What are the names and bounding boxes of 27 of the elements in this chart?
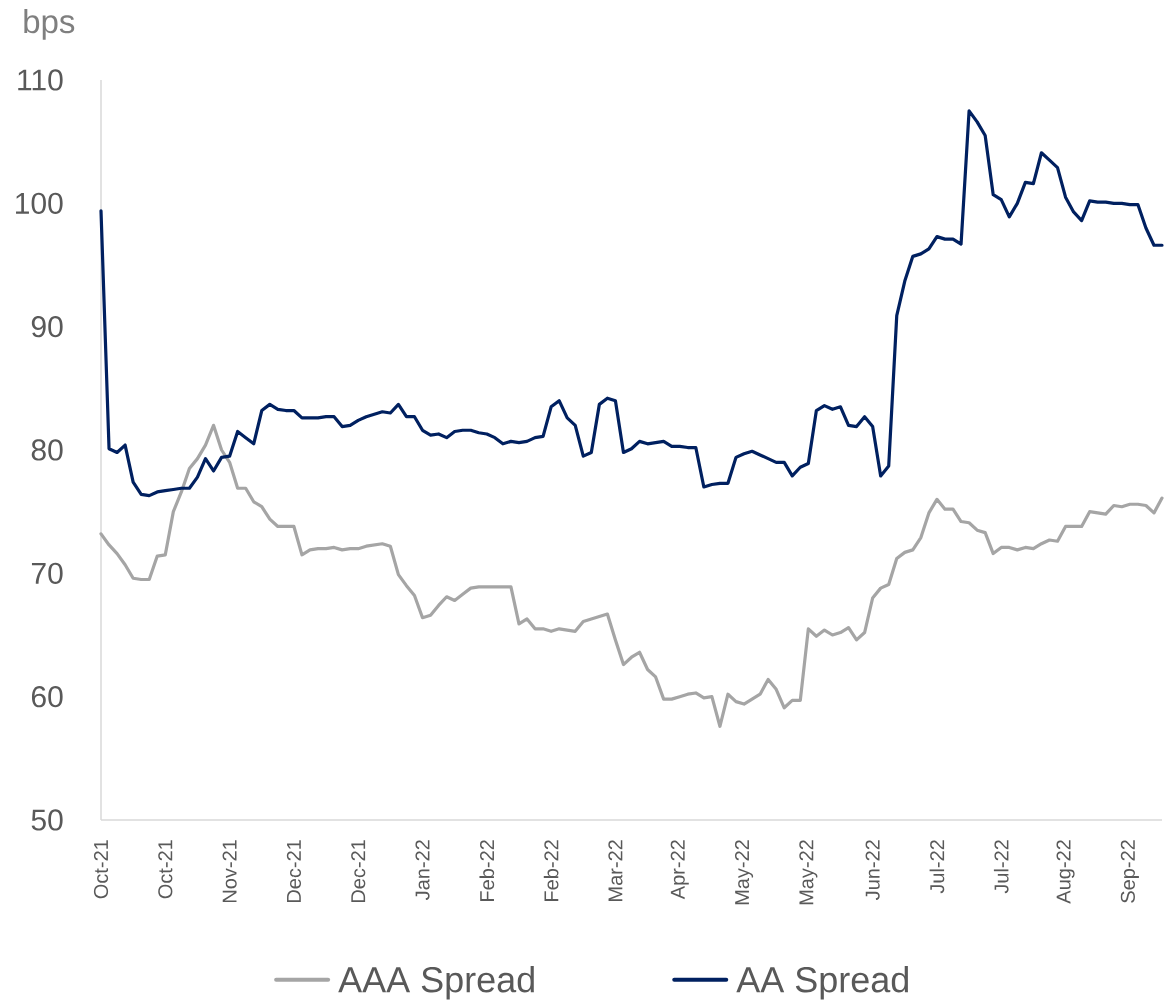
x-tick-label: Aug-22 xyxy=(1056,840,1075,904)
y-tick-label: 110 xyxy=(18,69,63,91)
x-tick-label: Apr-22 xyxy=(670,840,689,900)
y-tick-label: 50 xyxy=(31,809,63,831)
x-tick-label: Oct-21 xyxy=(158,840,173,899)
x-tick-label: Feb-22 xyxy=(543,840,559,901)
x-tick-label: Sep-22 xyxy=(1120,840,1139,903)
y-tick-label: 80 xyxy=(31,439,63,461)
x-tick-label: Jul-22 xyxy=(993,840,1009,894)
x-tick-label: Feb-22 xyxy=(479,840,495,901)
x-tick-label: Jun-22 xyxy=(865,840,880,901)
x-tick-label: Oct-21 xyxy=(93,840,109,899)
legend-label: AA Spread xyxy=(736,966,908,1000)
x-tick-label: May-22 xyxy=(799,840,818,905)
y-tick-label: 60 xyxy=(31,686,63,708)
x-tick-label: Mar-22 xyxy=(608,840,623,901)
x-tick-label: Jul-22 xyxy=(929,840,945,894)
y-axis-title: bps xyxy=(24,9,75,40)
x-tick-label: Dec-21 xyxy=(286,840,301,903)
x-tick-label: Nov-21 xyxy=(222,840,237,903)
x-tick-label: Jan-22 xyxy=(415,840,430,901)
y-tick-label: 70 xyxy=(31,562,63,584)
legend-label: AAA Spread xyxy=(338,966,534,1000)
x-tick-label: May-22 xyxy=(734,840,754,905)
x-tick-label: Dec-21 xyxy=(351,840,366,903)
y-tick-label: 100 xyxy=(16,192,63,214)
y-tick-label: 90 xyxy=(31,316,63,338)
